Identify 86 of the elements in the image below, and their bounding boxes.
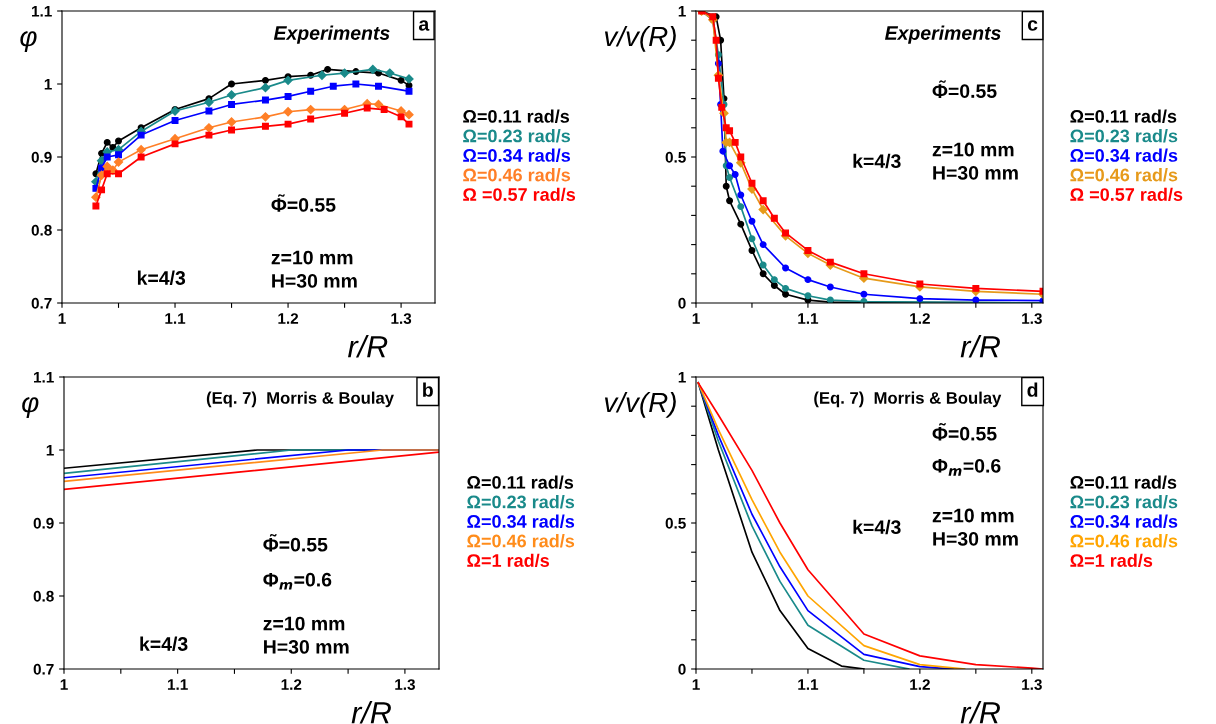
- text: Ω=0.46 rad/s: [1070, 168, 1178, 182]
- text: Ω=0.11 rad/s: [1070, 475, 1177, 489]
- y-tick-label: 0.8: [33, 590, 54, 602]
- y-axis-title: v/v(R): [604, 25, 676, 52]
- x-axis-title: r/R: [960, 335, 1000, 358]
- annotation: Φ$_{m}$=0.6: [263, 572, 332, 590]
- x-axis-title: r/R: [960, 701, 1000, 724]
- x-axis-title: r/R: [348, 335, 388, 358]
- x-tick-label: 1.1: [167, 679, 188, 690]
- text: Ω=0.46 rad/s: [1070, 534, 1178, 548]
- annotation: Φ̃=0.55: [932, 423, 997, 441]
- text: Ω=0.23 rad/s: [1070, 129, 1178, 143]
- text: Ω=0.23 rad/s: [467, 495, 575, 509]
- y-axis-title: v/v(R): [604, 391, 676, 418]
- text: (Eq. 7) Morris & Boulay: [814, 391, 1002, 408]
- annotation: Φ$_{m}$=0.6: [932, 458, 1001, 476]
- annotation: k=4/3: [137, 270, 186, 286]
- annotation: k=4/3: [853, 153, 901, 169]
- x-tick-label: 1.2: [278, 313, 299, 324]
- text: Ω=0.34 rad/s: [1070, 148, 1178, 163]
- y-tick-label: 0: [678, 663, 686, 675]
- text: Ω=1 rad/s: [467, 553, 549, 568]
- text: Ω =0.57 rad/s: [463, 187, 576, 202]
- y-axis-title: φ: [20, 31, 37, 52]
- y-tick-label: 1: [44, 79, 52, 90]
- x-tick-label: 1.1: [165, 313, 186, 324]
- text: Ω =0.57 rad/s: [1070, 187, 1183, 202]
- text: Ω=0.11 rad/s: [467, 475, 574, 489]
- annotation: z=10 mm: [263, 616, 345, 631]
- y-tick-label: 0.9: [33, 517, 54, 529]
- y-tick-label: 1: [46, 445, 54, 456]
- y-tick-label: 0.7: [31, 297, 52, 309]
- x-tick-label: 1.3: [391, 313, 412, 324]
- annotation: H=30 mm: [264, 640, 349, 654]
- annotation: H=30 mm: [272, 274, 357, 288]
- text: Ω=0.23 rad/s: [1070, 495, 1178, 509]
- y-tick-label: 1.1: [32, 6, 52, 17]
- y-tick-label: 1: [678, 6, 686, 17]
- annotation: Φ̃=0.55: [271, 194, 336, 212]
- x-tick-label: 1.2: [910, 313, 930, 324]
- y-axis-title: φ: [22, 397, 39, 418]
- text: Experiments: [884, 25, 1001, 44]
- y-tick-label: 0.5: [665, 151, 686, 163]
- x-tick-label: 1.3: [1022, 313, 1042, 324]
- y-tick-label: 0: [678, 297, 686, 309]
- annotation: Φ̃=0.55: [263, 533, 328, 552]
- text: Ω=0.11 rad/s: [1070, 109, 1177, 123]
- annotation: c: [1027, 20, 1038, 31]
- text: Ω=0.23 rad/s: [463, 129, 571, 143]
- annotation: H=30 mm: [933, 531, 1018, 546]
- x-tick-label: 1.3: [1022, 679, 1042, 690]
- annotation: z=10 mm: [932, 508, 1014, 523]
- x-tick-label: 1.3: [395, 679, 415, 690]
- x-tick-label: 1.1: [798, 313, 819, 324]
- x-tick-label: 1: [692, 679, 700, 690]
- y-tick-label: 1.1: [34, 372, 54, 383]
- x-tick-label: 1.2: [910, 679, 930, 690]
- x-tick-label: 1: [60, 679, 68, 690]
- text: Ω=0.46 rad/s: [467, 534, 575, 548]
- text: Ω=0.34 rad/s: [467, 514, 575, 529]
- text: Ω=0.34 rad/s: [1070, 514, 1178, 529]
- text: Ω=0.34 rad/s: [463, 148, 571, 163]
- text: Ω=0.11 rad/s: [463, 109, 570, 123]
- annotation: H=30 mm: [933, 165, 1018, 180]
- x-tick-label: 1.1: [798, 679, 819, 690]
- annotation: a: [418, 20, 430, 31]
- annotation: k=4/3: [853, 519, 901, 535]
- annotation: b: [423, 382, 433, 397]
- x-tick-label: 1.2: [281, 679, 302, 690]
- text: Ω=1 rad/s: [1070, 553, 1153, 568]
- annotation: k=4/3: [140, 636, 188, 652]
- y-tick-label: 0.7: [33, 663, 54, 675]
- annotation: d: [1027, 382, 1038, 397]
- y-tick-label: 0.9: [31, 151, 52, 163]
- annotation: z=10 mm: [932, 142, 1014, 157]
- x-axis-title: r/R: [351, 701, 391, 724]
- text: Experiments: [273, 25, 390, 44]
- text: Ω=0.46 rad/s: [463, 168, 571, 182]
- x-tick-label: 1: [58, 313, 66, 324]
- annotation: z=10 mm: [271, 250, 353, 265]
- y-tick-label: 1: [678, 372, 686, 383]
- text: (Eq. 7) Morris & Boulay: [206, 391, 394, 408]
- y-tick-label: 0.8: [31, 224, 52, 236]
- annotation: Φ̃=0.55: [932, 80, 997, 98]
- y-tick-label: 0.5: [665, 517, 686, 529]
- x-tick-label: 1: [692, 313, 700, 324]
